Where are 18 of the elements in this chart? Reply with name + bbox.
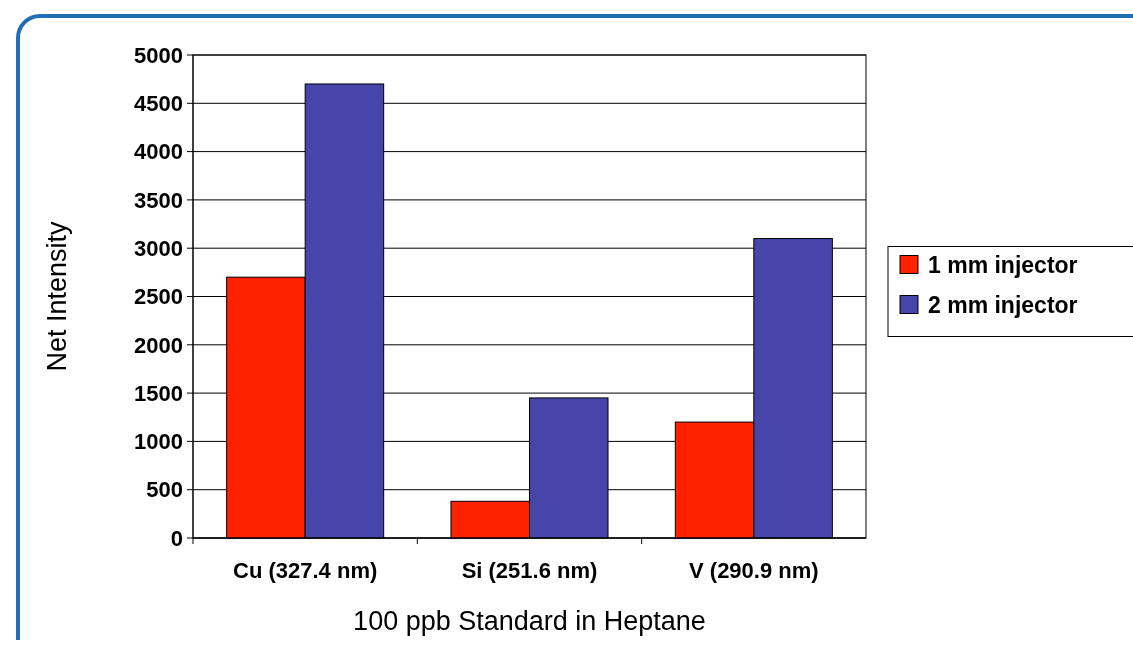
y-tick-label: 2500 [134, 284, 183, 310]
legend-label: 1 mm injector [928, 251, 1078, 278]
x-axis-title: 100 ppb Standard in Heptane [353, 606, 706, 636]
y-tick-label: 1000 [134, 429, 183, 455]
legend-label: 2 mm injector [928, 291, 1078, 318]
y-tick-label: 3000 [134, 235, 183, 261]
x-tick-label: V (290.9 nm) [689, 558, 819, 583]
x-tick-label: Cu (327.4 nm) [233, 558, 378, 583]
y-tick-label: 1500 [134, 380, 183, 406]
y-axis-title: Net Intensity [42, 220, 72, 372]
y-tick-label: 3500 [134, 187, 183, 213]
y-tick-label: 4500 [134, 91, 183, 116]
x-tick-label: Si (251.6 nm) [461, 558, 598, 583]
y-tick-label: 0 [170, 525, 183, 551]
y-tick-label: 2000 [134, 332, 183, 358]
y-tick-label: 4000 [134, 139, 183, 165]
y-tick-label: 5000 [134, 42, 183, 68]
y-tick-label: 500 [146, 477, 183, 503]
